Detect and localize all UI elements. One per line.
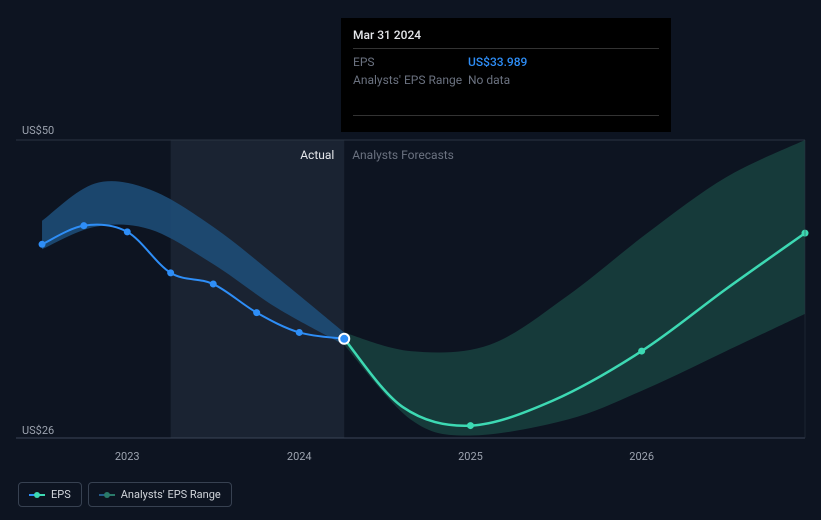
tooltip-row-eps: EPS US$33.989 (353, 55, 659, 69)
tooltip-label-eps: EPS (353, 55, 468, 69)
legend-swatch-eps-icon (29, 491, 45, 499)
tooltip-value-range: No data (468, 73, 510, 87)
tooltip-date: Mar 31 2024 (353, 28, 659, 42)
legend-label-range: Analysts' EPS Range (121, 488, 221, 501)
x-tick-2026: 2026 (629, 450, 654, 463)
legend-swatch-range-icon (99, 491, 115, 499)
legend-item-range[interactable]: Analysts' EPS Range (88, 482, 232, 507)
legend-item-eps[interactable]: EPS (18, 482, 82, 507)
x-tick-2025: 2025 (458, 450, 483, 463)
tooltip-divider-bottom (353, 115, 659, 116)
tooltip-row-range: Analysts' EPS Range No data (353, 73, 659, 87)
tooltip-label-range: Analysts' EPS Range (353, 73, 468, 87)
forecast-region-label: Analysts Forecasts (352, 148, 454, 162)
legend-label-eps: EPS (51, 488, 71, 501)
x-tick-2023: 2023 (115, 450, 140, 463)
chart-legend: EPS Analysts' EPS Range (18, 482, 232, 507)
eps-forecast-chart: { "tooltip": { "date": "Mar 31 2024", "r… (0, 0, 821, 520)
x-tick-2024: 2024 (287, 450, 312, 463)
y-axis-label-top: US$50 (22, 124, 54, 137)
actual-region-label: Actual (300, 148, 334, 162)
tooltip-value-eps: US$33.989 (468, 55, 527, 69)
tooltip-divider (353, 48, 659, 49)
y-axis-label-bottom: US$26 (22, 424, 54, 437)
chart-tooltip: Mar 31 2024 EPS US$33.989 Analysts' EPS … (341, 18, 671, 132)
